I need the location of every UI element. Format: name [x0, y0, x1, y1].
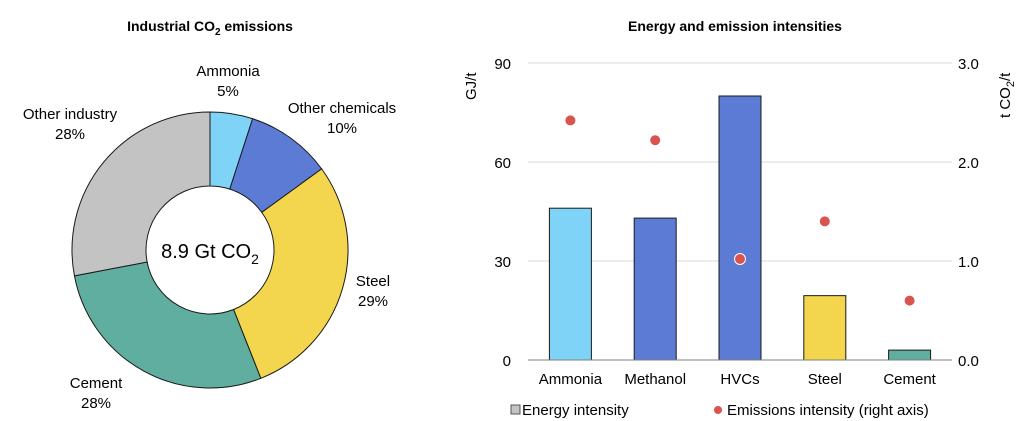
legend: Energy intensity Emissions intensity (ri…	[510, 402, 929, 419]
point-steel	[818, 215, 831, 228]
slice-percent: 5%	[217, 83, 239, 100]
left-axis-label: GJ/t	[463, 72, 480, 100]
legend-circle-marker	[714, 406, 722, 414]
donut-center-label: 8.9 Gt CO2	[161, 241, 259, 267]
bar-steel	[803, 295, 847, 361]
slice-name: Cement	[70, 375, 123, 392]
donut-slices	[71, 111, 349, 389]
category-label-cement: Cement	[883, 371, 936, 388]
bars	[548, 95, 932, 361]
left-tick-label: 60	[494, 155, 511, 172]
emission-points	[564, 114, 916, 307]
right-tick-label: 1.0	[958, 254, 979, 271]
bar-cement	[888, 349, 932, 361]
slice-name: Ammonia	[196, 63, 260, 80]
legend-square-marker	[510, 404, 521, 415]
donut-slice-steel	[232, 168, 349, 379]
right-tick-label: 3.0	[958, 56, 979, 73]
slice-percent: 10%	[327, 120, 357, 137]
category-label-methanol: Methanol	[624, 371, 686, 388]
right-axis-label: t CO2/t	[997, 72, 1017, 118]
donut-chart-panel: Industrial CO2 emissions 8.9 Gt CO2 Ammo…	[23, 18, 396, 412]
point-hvcs	[734, 253, 746, 266]
bar-ammonia	[548, 207, 592, 361]
right-tick-label: 2.0	[958, 155, 979, 172]
left-tick-label: 90	[494, 56, 511, 73]
slice-percent: 28%	[81, 395, 111, 412]
slice-label-steel: Steel 29%	[356, 273, 390, 310]
left-axis-ticks: 0 30 60 90	[494, 56, 511, 370]
slice-label-other-chemicals: Other chemicals 10%	[288, 100, 396, 137]
slice-label-ammonia: Ammonia 5%	[196, 63, 260, 100]
bar-chart-title: Energy and emission intensities	[628, 18, 842, 34]
bar-hvcs	[718, 95, 762, 361]
category-label-ammonia: Ammonia	[539, 371, 603, 388]
point-ammonia	[564, 114, 577, 127]
left-tick-label: 0	[503, 353, 511, 370]
right-axis-ticks: 0.0 1.0 2.0 3.0	[958, 56, 979, 370]
bar-chart-panel: Energy and emission intensities GJ/t t C…	[463, 18, 1017, 419]
point-cement	[903, 294, 916, 307]
legend-label: Emissions intensity (right axis)	[727, 402, 929, 419]
legend-item-emissions-intensity: Emissions intensity (right axis)	[714, 402, 929, 419]
legend-label: Energy intensity	[522, 402, 629, 419]
donut-chart-title: Industrial CO2 emissions	[127, 18, 293, 38]
slice-name: Steel	[356, 273, 390, 290]
category-axis-labels: Ammonia Methanol HVCs Steel Cement	[539, 371, 937, 388]
donut-slice-other-industry	[71, 111, 211, 277]
donut-slice-cement	[73, 261, 262, 389]
bar-methanol	[633, 217, 677, 361]
right-tick-label: 0.0	[958, 353, 979, 370]
left-tick-label: 30	[494, 254, 511, 271]
slice-percent: 29%	[358, 293, 388, 310]
legend-item-energy-intensity: Energy intensity	[510, 402, 629, 419]
slice-label-cement: Cement 28%	[70, 375, 123, 412]
category-label-steel: Steel	[808, 371, 842, 388]
slice-percent: 28%	[55, 126, 85, 143]
slice-name: Other industry	[23, 106, 118, 123]
category-label-hvcs: HVCs	[720, 371, 759, 388]
slice-label-other-industry: Other industry 28%	[23, 106, 118, 143]
point-methanol	[649, 134, 662, 147]
slice-name: Other chemicals	[288, 100, 396, 117]
